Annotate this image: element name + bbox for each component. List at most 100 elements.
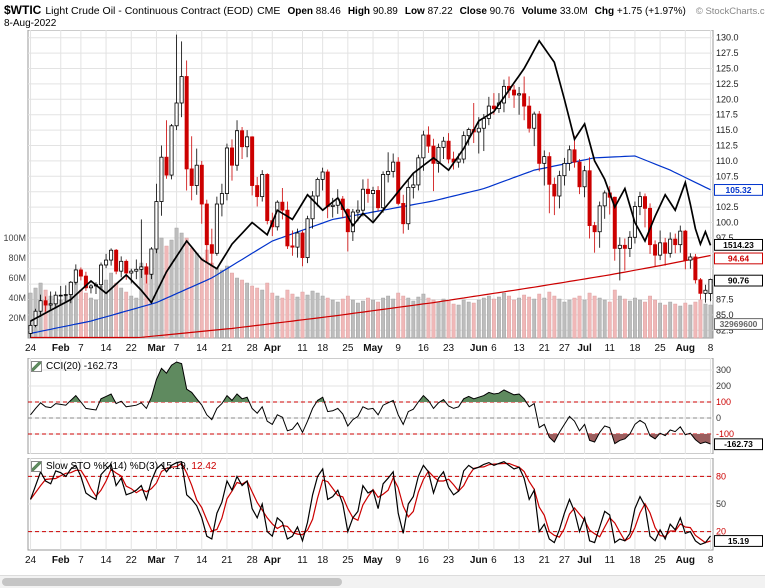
svg-text:60M: 60M (8, 273, 26, 283)
svg-text:20: 20 (716, 527, 726, 537)
svg-text:27: 27 (559, 555, 571, 566)
quote-volume: Volume 33.0M (521, 6, 588, 17)
svg-text:40M: 40M (8, 293, 26, 303)
copyright-label: © StockCharts.com (695, 6, 765, 17)
svg-text:18: 18 (317, 555, 329, 566)
indicator-chart-icon (31, 361, 42, 372)
svg-text:Apr: Apr (264, 555, 281, 566)
svg-text:94.64: 94.64 (728, 253, 750, 263)
svg-text:23: 23 (443, 343, 455, 354)
quote-low: Low 87.22 (404, 6, 453, 17)
svg-text:102.5: 102.5 (716, 202, 739, 212)
svg-text:125.0: 125.0 (716, 64, 739, 74)
svg-text:-100: -100 (716, 429, 734, 439)
svg-text:6: 6 (491, 555, 497, 566)
svg-text:16: 16 (418, 343, 430, 354)
svg-text:Mar: Mar (148, 343, 166, 354)
legend-label-ma200: MA(200) 94.64 (45, 58, 112, 69)
svg-text:May: May (363, 343, 383, 354)
quote-chg: Chg +1.75 (+1.97%) (594, 6, 686, 17)
chart-root: $WTIC Light Crude Oil - Continuous Contr… (0, 0, 765, 566)
horizontal-scrollbar-thumb[interactable] (2, 578, 342, 586)
chart-date: 8-Aug-2022 (4, 18, 57, 29)
svg-text:21: 21 (539, 343, 551, 354)
svg-text:80: 80 (716, 471, 726, 481)
svg-text:Feb: Feb (52, 343, 70, 354)
svg-text:100.0: 100.0 (716, 218, 739, 228)
svg-text:107.5: 107.5 (716, 171, 739, 181)
svg-text:Jun: Jun (470, 343, 488, 354)
svg-text:Aug: Aug (676, 343, 695, 354)
indicator-chart-icon (31, 461, 42, 472)
svg-text:50: 50 (716, 499, 726, 509)
ma50-swatch-icon (31, 50, 41, 53)
svg-text:16: 16 (418, 555, 430, 566)
svg-text:14: 14 (196, 343, 208, 354)
svg-text:May: May (363, 555, 383, 566)
legend-item-wtic: $WTIC (Daily) 90.76 (31, 33, 133, 46)
sto-d-value: 12.42 (188, 461, 217, 472)
legend-item-xoi: $XOI 1514.23 (31, 83, 133, 96)
sto-legend-label: Slow STO %K(14) %D(3) 15.19, (46, 461, 189, 472)
svg-text:Feb: Feb (52, 555, 70, 566)
legend-label-volume: Volume 32,969,600 (42, 70, 129, 82)
svg-text:11: 11 (297, 555, 308, 566)
legend-label-ma50: MA(50) 105.32 (45, 45, 112, 57)
svg-text:11: 11 (605, 343, 616, 354)
xoi-swatch-icon (31, 88, 41, 91)
svg-text:24: 24 (25, 555, 37, 566)
svg-text:28: 28 (247, 343, 259, 354)
svg-text:Jul: Jul (577, 555, 592, 566)
svg-text:25: 25 (342, 555, 354, 566)
exchange-label: CME (257, 5, 281, 17)
horizontal-scrollbar[interactable] (0, 575, 765, 588)
svg-text:14: 14 (101, 555, 113, 566)
quote-strip: Open 88.46 High 90.89 Low 87.22 Close 90.76… (280, 6, 685, 17)
svg-text:122.5: 122.5 (716, 79, 739, 89)
svg-text:22: 22 (126, 555, 138, 566)
svg-text:13: 13 (514, 555, 526, 566)
svg-text:32969600: 32969600 (720, 319, 758, 329)
svg-text:Jul: Jul (577, 343, 592, 354)
svg-text:15.19: 15.19 (728, 536, 750, 546)
annotation-note: Crude oil rose but unless it beats the $… (262, 212, 522, 314)
wtic-swatch-icon (31, 35, 38, 43)
svg-text:1514.23: 1514.23 (723, 240, 754, 250)
svg-text:28: 28 (247, 555, 259, 566)
svg-text:Apr: Apr (264, 343, 281, 354)
svg-text:18: 18 (317, 343, 329, 354)
svg-text:7: 7 (78, 343, 84, 354)
svg-text:130.0: 130.0 (716, 33, 739, 43)
price-legend: $WTIC (Daily) 90.76 MA(50) 105.32 MA(200) … (31, 33, 133, 96)
svg-text:110.0: 110.0 (716, 156, 738, 166)
instrument-name: Light Crude Oil - Continuous Contract (E… (45, 5, 254, 17)
svg-text:14: 14 (196, 555, 208, 566)
svg-text:117.5: 117.5 (716, 110, 738, 120)
svg-text:25: 25 (342, 343, 354, 354)
svg-text:13: 13 (514, 343, 526, 354)
cci-legend: CCI(20) -162.73 (31, 361, 118, 372)
svg-text:6: 6 (491, 343, 497, 354)
cci-legend-label: CCI(20) -162.73 (46, 361, 118, 372)
sto-legend: Slow STO %K(14) %D(3) 15.19, 12.42 (31, 461, 216, 472)
chart-header: $WTIC Light Crude Oil - Continuous Contr… (0, 0, 765, 17)
svg-text:7: 7 (174, 555, 180, 566)
cci-pane-svg: 300 200 100 0 -100-162.73 (27, 358, 763, 454)
svg-text:85.0: 85.0 (716, 310, 734, 320)
svg-text:7: 7 (174, 343, 180, 354)
svg-text:-162.73: -162.73 (724, 439, 753, 449)
svg-text:90.76: 90.76 (728, 276, 750, 286)
symbol-label: $WTIC (4, 3, 42, 17)
svg-text:14: 14 (101, 343, 113, 354)
svg-text:9: 9 (395, 343, 401, 354)
legend-item-ma50: MA(50) 105.32 (31, 46, 133, 59)
svg-text:87.5: 87.5 (716, 295, 734, 305)
svg-text:7: 7 (78, 555, 84, 566)
svg-text:25: 25 (655, 555, 667, 566)
svg-text:127.5: 127.5 (716, 48, 739, 58)
svg-text:23: 23 (443, 555, 455, 566)
svg-text:200: 200 (716, 381, 731, 391)
svg-text:21: 21 (221, 555, 233, 566)
